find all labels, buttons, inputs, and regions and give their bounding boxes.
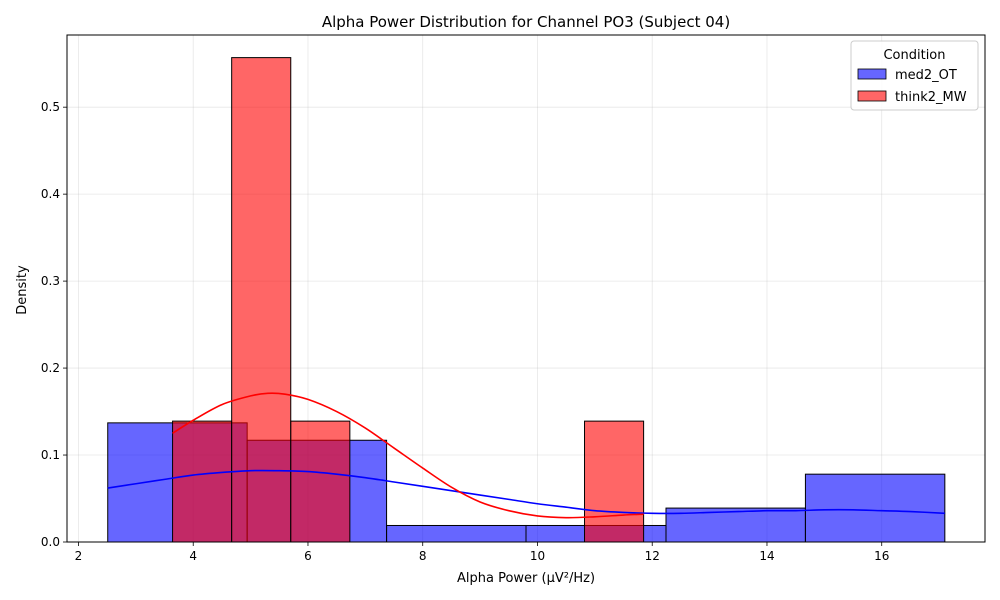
x-tick-label: 6 (304, 549, 312, 563)
legend-label-med2-ot: med2_OT (895, 68, 957, 83)
x-tick-label: 14 (759, 549, 774, 563)
x-tick-label: 2 (75, 549, 83, 563)
legend-label-think2-mw: think2_MW (895, 90, 967, 105)
x-tick-label: 4 (189, 549, 197, 563)
y-tick-label: 0.4 (41, 187, 60, 201)
histogram-bar-think2-mw (172, 420, 233, 543)
y-axis-label: Density (15, 265, 30, 315)
legend: Condition med2_OT think2_MW (850, 40, 979, 111)
kde-curves (107, 392, 945, 519)
legend-swatch-think2-mw (857, 90, 887, 102)
y-tick-label: 0.0 (41, 535, 60, 549)
y-axis-ticks: 0.0 0.1 0.2 0.3 0.4 0.5 (41, 100, 67, 549)
y-tick-label: 0.5 (41, 100, 60, 114)
y-tick-label: 0.1 (41, 448, 60, 462)
x-tick-label: 16 (874, 549, 889, 563)
bars (107, 57, 946, 543)
kde-line-med2-ot (107, 469, 945, 515)
x-tick-label: 12 (645, 549, 660, 563)
x-tick-label: 8 (419, 549, 427, 563)
grid (67, 35, 985, 543)
y-tick-label: 0.2 (41, 361, 60, 375)
legend-swatch-med2-ot (857, 68, 887, 80)
kde-line-think2-mw (172, 392, 644, 519)
x-axis-ticks: 2 4 6 8 10 12 14 16 (75, 542, 889, 563)
histogram-bar-think2-mw (584, 420, 645, 543)
x-axis-label: Alpha Power (μV²/Hz) (457, 571, 595, 586)
histogram-bar-med2-ot (804, 473, 946, 543)
legend-title: Condition (883, 48, 945, 63)
histogram-bar-think2-mw (231, 57, 292, 543)
histogram-bar-think2-mw (290, 420, 351, 543)
chart-title: Alpha Power Distribution for Channel PO3… (322, 13, 730, 31)
plot-frame (66, 34, 986, 543)
y-tick-label: 0.3 (41, 274, 60, 288)
x-tick-label: 10 (530, 549, 545, 563)
histogram-bar-med2-ot (386, 524, 527, 543)
